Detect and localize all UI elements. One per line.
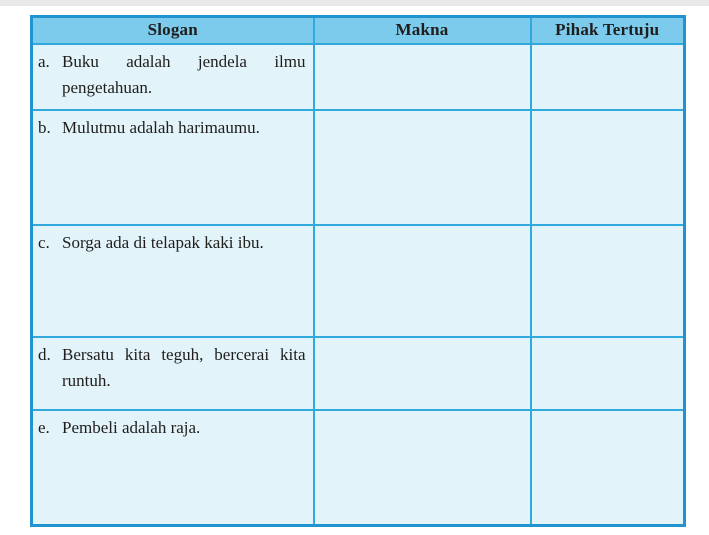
makna-cell <box>312 335 532 411</box>
pihak-tertuju-cell <box>529 223 686 338</box>
makna-cell <box>312 42 532 111</box>
table-row: d. Bersatu kita teguh, bercerai kita run… <box>30 335 686 411</box>
pihak-tertuju-cell <box>529 335 686 411</box>
slogan-item: e. Pembeli adalah raja. <box>33 411 313 441</box>
row-letter: b. <box>38 117 51 137</box>
slogan-item: d. Bersatu kita teguh, bercerai kita run… <box>33 338 313 394</box>
slogan-item: b. Mulutmu adalah harimaumu. <box>33 111 313 141</box>
row-letter: a. <box>38 51 50 71</box>
header-cell-pihak-tertuju: Pihak Tertuju <box>529 15 686 45</box>
header-cell-slogan: Slogan <box>30 15 315 45</box>
slogan-text: Pembeli adalah raja. <box>62 417 201 437</box>
row-letter: d. <box>38 344 51 364</box>
slogan-cell: e. Pembeli adalah raja. <box>30 408 315 527</box>
row-letter: c. <box>38 232 50 252</box>
row-letter: e. <box>38 417 50 437</box>
pihak-tertuju-cell <box>529 408 686 527</box>
slogan-cell: d. Bersatu kita teguh, bercerai kita run… <box>30 335 315 411</box>
slogan-worksheet-table: Slogan Makna Pihak Tertuju a. Buku adala… <box>30 15 686 527</box>
table-row: a. Buku adalah jendela ilmu pengetahuan. <box>30 42 686 111</box>
slogan-item: c. Sorga ada di telapak kaki ibu. <box>33 226 313 256</box>
slogan-cell: c. Sorga ada di telapak kaki ibu. <box>30 223 315 338</box>
slogan-item: a. Buku adalah jendela ilmu pengetahuan. <box>33 45 313 101</box>
slogan-text: Mulutmu adalah harimaumu. <box>62 117 260 137</box>
slogan-text: Buku adalah jendela ilmu pengetahuan. <box>62 51 306 97</box>
table-row: c. Sorga ada di telapak kaki ibu. <box>30 223 686 338</box>
makna-cell <box>312 408 532 527</box>
header-row: Slogan Makna Pihak Tertuju <box>30 15 686 45</box>
header-cell-makna: Makna <box>312 15 532 45</box>
slogan-cell: b. Mulutmu adalah harimaumu. <box>30 108 315 226</box>
pihak-tertuju-cell <box>529 42 686 111</box>
makna-cell <box>312 108 532 226</box>
table-row: b. Mulutmu adalah harimaumu. <box>30 108 686 226</box>
slogan-text: Bersatu kita teguh, bercerai kita runtuh… <box>62 344 306 390</box>
slogan-cell: a. Buku adalah jendela ilmu pengetahuan. <box>30 42 315 111</box>
slogan-text: Sorga ada di telapak kaki ibu. <box>62 232 264 252</box>
page-edge-artifact <box>0 0 709 6</box>
makna-cell <box>312 223 532 338</box>
pihak-tertuju-cell <box>529 108 686 226</box>
table-row: e. Pembeli adalah raja. <box>30 408 686 527</box>
